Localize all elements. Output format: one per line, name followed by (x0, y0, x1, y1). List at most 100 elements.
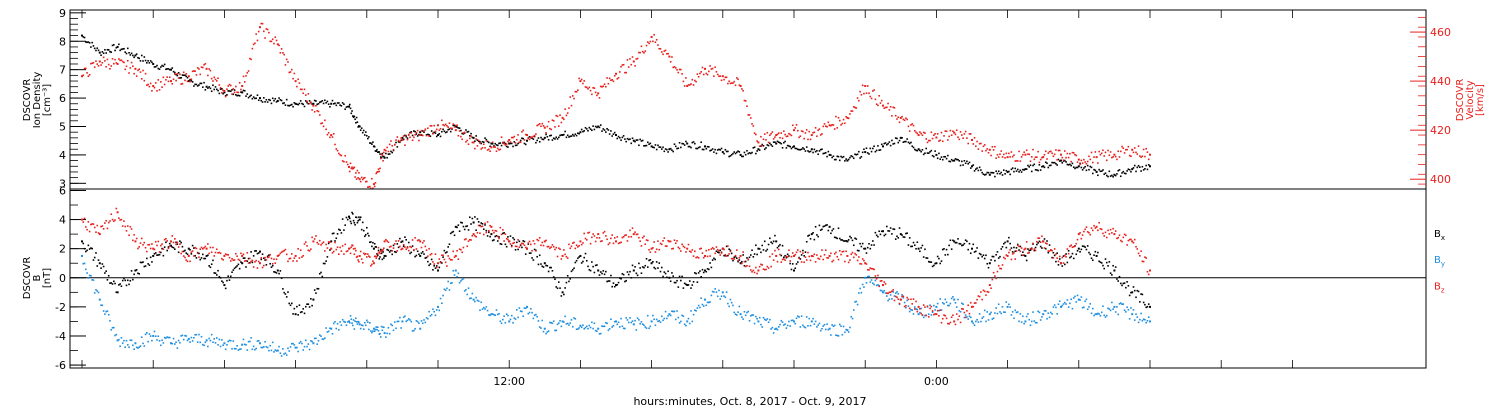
data-point (537, 263, 540, 266)
data-point (373, 145, 376, 148)
data-point (170, 68, 172, 71)
data-point (198, 84, 200, 86)
data-point (397, 139, 400, 142)
data-point (563, 293, 565, 296)
data-point (280, 251, 283, 253)
data-point (1061, 162, 1064, 164)
data-point (950, 297, 953, 300)
data-point (947, 139, 949, 141)
data-point (931, 310, 934, 312)
data-point (425, 249, 428, 251)
data-point (559, 287, 561, 289)
data-point (852, 157, 855, 160)
data-point (771, 326, 774, 329)
data-point (523, 139, 526, 141)
data-point (237, 94, 240, 97)
data-point (863, 148, 865, 151)
data-point (927, 313, 930, 316)
data-point (184, 249, 186, 252)
data-point (1144, 303, 1146, 306)
data-point (144, 59, 147, 62)
data-point (471, 136, 474, 139)
data-point (238, 267, 241, 270)
data-point (209, 339, 212, 342)
data-point (899, 298, 902, 301)
data-point (462, 225, 465, 228)
data-point (441, 262, 443, 264)
data-point (827, 328, 830, 331)
data-point (1046, 242, 1048, 245)
data-point (168, 336, 171, 339)
data-point (737, 150, 739, 152)
data-point (123, 220, 125, 222)
data-point (419, 327, 422, 330)
data-point (891, 139, 893, 142)
data-point (908, 237, 911, 239)
data-point (1061, 156, 1064, 159)
data-point (378, 251, 381, 254)
data-point (953, 240, 956, 243)
data-point (936, 132, 939, 135)
data-point (709, 262, 711, 264)
data-point (1114, 174, 1117, 177)
data-point (215, 248, 218, 251)
data-point (1047, 251, 1050, 254)
data-point (241, 262, 244, 265)
data-point (151, 89, 153, 92)
data-point (195, 83, 198, 86)
data-point (936, 157, 939, 160)
data-point (596, 237, 598, 239)
data-point (432, 268, 434, 271)
data-point (484, 308, 486, 310)
data-point (1048, 164, 1051, 167)
data-point (1131, 240, 1134, 243)
data-point (602, 232, 605, 234)
data-point (599, 124, 602, 126)
data-point (252, 43, 255, 46)
data-point (549, 247, 551, 250)
data-point (386, 240, 388, 242)
data-point (966, 137, 968, 139)
data-point (185, 259, 188, 261)
data-point (925, 257, 928, 259)
data-point (133, 72, 135, 75)
data-point (910, 124, 912, 126)
data-point (659, 321, 662, 324)
data-point (735, 151, 738, 154)
data-point (1109, 151, 1112, 153)
data-point (391, 250, 394, 252)
data-point (666, 148, 668, 151)
data-point (227, 275, 230, 277)
data-point (346, 163, 349, 166)
data-point (1145, 147, 1147, 150)
data-point (315, 100, 317, 102)
data-point (509, 235, 512, 237)
data-point (803, 137, 805, 140)
data-point (120, 285, 123, 288)
data-point (988, 173, 991, 176)
data-point (449, 282, 452, 285)
data-point (753, 322, 756, 325)
data-point (157, 335, 160, 338)
data-point (568, 324, 570, 326)
data-point (686, 85, 689, 88)
data-point (355, 116, 358, 119)
data-point (585, 239, 588, 241)
data-point (758, 265, 761, 268)
data-point (981, 298, 983, 301)
data-point (222, 259, 224, 261)
data-point (620, 139, 622, 141)
data-point (632, 323, 635, 326)
data-point (955, 306, 958, 308)
data-point (96, 47, 99, 49)
data-point (941, 158, 944, 161)
data-point (255, 347, 257, 350)
data-point (213, 255, 216, 257)
data-point (196, 85, 199, 87)
data-point (1079, 163, 1081, 166)
data-point (160, 81, 162, 83)
data-point (748, 114, 751, 116)
data-point (498, 149, 500, 151)
data-point (1002, 169, 1005, 171)
data-point (749, 315, 752, 317)
